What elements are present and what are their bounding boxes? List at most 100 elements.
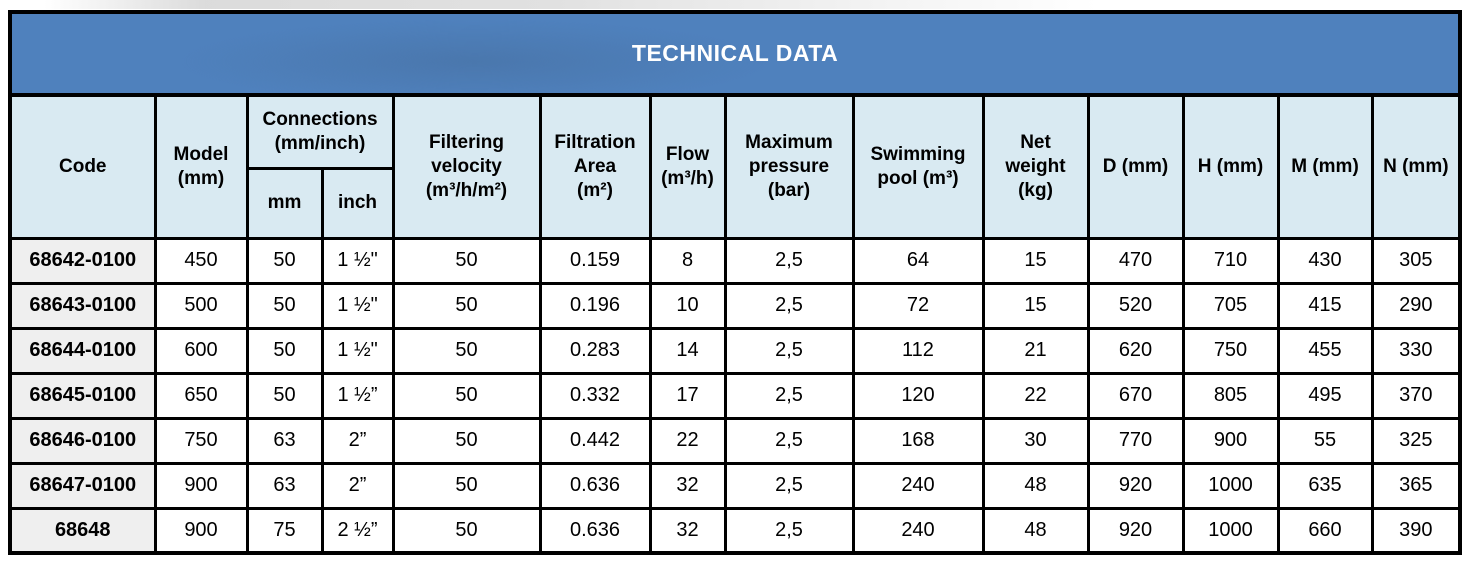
col-header-flow: Flow (m³/h) [648,93,727,240]
col-header-connections: Connections (mm/inch) [245,93,395,170]
cell-pressure: 2,5 [723,371,855,420]
cell-flow: 8 [648,236,727,285]
cell-area: 0.159 [538,236,652,285]
cell-velocity: 50 [391,506,542,555]
cell-m: 430 [1276,236,1374,285]
cell-m: 495 [1276,371,1374,420]
cell-n: 305 [1370,236,1462,285]
col-header-connections-mm: mm [245,166,324,240]
cell-mm: 50 [245,371,324,420]
cell-model: 900 [153,461,249,510]
cell-code: 68647-0100 [8,461,157,510]
table-body: 68642-0100 450 50 1 ½" 50 0.159 8 2,5 64 15 470 710… [8,236,1462,555]
cell-weight: 15 [981,236,1090,285]
cell-flow: 10 [648,281,727,330]
table-row: 68648 900 75 2 ½” 50 0.636 32 2,5 240 48 920 1000 66… [8,506,1462,555]
cell-model: 450 [153,236,249,285]
header-row-connections-sub: mm inch [10,166,1460,240]
cell-weight: 30 [981,416,1090,465]
cell-mm: 63 [245,416,324,465]
cell-pressure: 2,5 [723,281,855,330]
cell-code: 68643-0100 [8,281,157,330]
cell-mm: 50 [245,281,324,330]
cell-pressure: 2,5 [723,326,855,375]
cell-code: 68645-0100 [8,371,157,420]
cell-weight: 48 [981,506,1090,555]
cell-area: 0.636 [538,506,652,555]
cell-velocity: 50 [391,461,542,510]
cell-m: 415 [1276,281,1374,330]
cell-h: 1000 [1181,506,1280,555]
cell-model: 500 [153,281,249,330]
cell-code: 68642-0100 [8,236,157,285]
cell-d: 920 [1086,506,1185,555]
cell-h: 710 [1181,236,1280,285]
col-header-m: M (mm) [1276,93,1374,240]
cell-h: 750 [1181,326,1280,375]
cell-d: 620 [1086,326,1185,375]
cell-inch: 1 ½" [320,326,395,375]
cell-flow: 17 [648,371,727,420]
cell-d: 470 [1086,236,1185,285]
col-header-code: Code [8,93,157,240]
table-row: 68644-0100 600 50 1 ½" 50 0.283 14 2,5 112 21 620 7… [8,326,1462,375]
cell-code: 68646-0100 [8,416,157,465]
cell-weight: 21 [981,326,1090,375]
cell-pool: 72 [851,281,985,330]
cell-pool: 240 [851,461,985,510]
cell-model: 650 [153,371,249,420]
cell-area: 0.283 [538,326,652,375]
cell-n: 290 [1370,281,1462,330]
cell-h: 900 [1181,416,1280,465]
page-title: TECHNICAL DATA [8,10,1462,97]
table-row: 68646-0100 750 63 2” 50 0.442 22 2,5 168 30 770 900… [8,416,1462,465]
cell-inch: 1 ½” [320,371,395,420]
cell-d: 770 [1086,416,1185,465]
cell-model: 750 [153,416,249,465]
cell-m: 635 [1276,461,1374,510]
cell-inch: 2” [320,461,395,510]
table-row: 68643-0100 500 50 1 ½" 50 0.196 10 2,5 72 15 520 70… [8,281,1462,330]
cell-flow: 22 [648,416,727,465]
cell-mm: 63 [245,461,324,510]
col-header-model: Model (mm) [153,93,249,240]
cell-weight: 15 [981,281,1090,330]
cell-velocity: 50 [391,281,542,330]
scan-shadow-artifact [0,0,1464,9]
cell-velocity: 50 [391,371,542,420]
cell-d: 520 [1086,281,1185,330]
col-header-net-weight: Net weight (kg) [981,93,1090,240]
col-header-swimming-pool: Swimming pool (m³) [851,93,985,240]
cell-mm: 75 [245,506,324,555]
cell-pool: 168 [851,416,985,465]
cell-velocity: 50 [391,416,542,465]
cell-inch: 1 ½" [320,281,395,330]
cell-inch: 2” [320,416,395,465]
col-header-filtering-velocity: Filtering velocity (m³/h/m²) [391,93,542,240]
cell-flow: 14 [648,326,727,375]
cell-weight: 48 [981,461,1090,510]
technical-data-table: TECHNICAL DATA Code Model (mm) Connectio… [8,10,1463,555]
cell-m: 660 [1276,506,1374,555]
cell-m: 55 [1276,416,1374,465]
cell-flow: 32 [648,506,727,555]
cell-mm: 50 [245,326,324,375]
cell-d: 920 [1086,461,1185,510]
col-header-connections-inch: inch [320,166,395,240]
col-header-n: N (mm) [1370,93,1462,240]
cell-pool: 240 [851,506,985,555]
cell-area: 0.636 [538,461,652,510]
cell-inch: 2 ½” [320,506,395,555]
cell-pool: 120 [851,371,985,420]
cell-m: 455 [1276,326,1374,375]
col-header-h: H (mm) [1181,93,1280,240]
cell-pressure: 2,5 [723,461,855,510]
cell-area: 0.332 [538,371,652,420]
cell-inch: 1 ½" [320,236,395,285]
col-header-d: D (mm) [1086,93,1185,240]
cell-code: 68644-0100 [8,326,157,375]
col-header-maximum-pressure: Maximum pressure (bar) [723,93,855,240]
cell-code: 68648 [8,506,157,555]
cell-pressure: 2,5 [723,416,855,465]
cell-flow: 32 [648,461,727,510]
